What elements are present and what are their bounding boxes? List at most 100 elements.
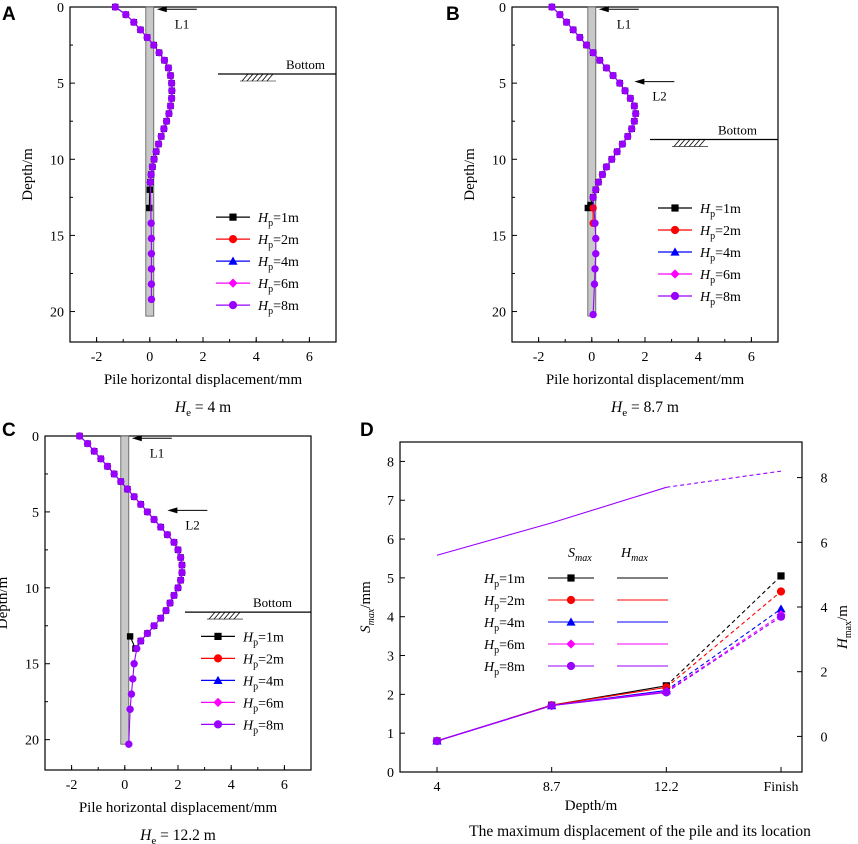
data-point	[111, 3, 119, 11]
data-point	[592, 234, 600, 243]
legend-marker	[228, 235, 238, 244]
data-point	[589, 310, 597, 319]
x-axis-label: Pile horizontal displacement/mm	[79, 800, 278, 816]
legend-marker	[566, 639, 576, 649]
smax-point	[776, 604, 786, 613]
data-point	[616, 79, 624, 87]
anchor-label: L1	[150, 445, 164, 460]
ground-hatch	[228, 611, 236, 620]
ground-hatch	[223, 611, 231, 620]
data-point	[147, 219, 155, 227]
hmax-line-dashed	[666, 470, 782, 488]
legend-marker	[228, 256, 238, 265]
legend-marker	[213, 675, 223, 684]
x-axis-label: Pile horizontal displacement/mm	[104, 372, 303, 388]
data-point	[626, 94, 635, 103]
ground-hatch	[683, 139, 691, 147]
data-point	[157, 523, 165, 531]
data-point	[166, 102, 175, 110]
ground-hatch	[251, 73, 259, 82]
y-tick-label-left: 2	[387, 688, 394, 703]
data-point	[122, 10, 130, 19]
data-point	[155, 48, 163, 57]
smax-point	[432, 736, 442, 746]
y-tick-label: 10	[25, 582, 39, 597]
panel-caption: He = 8.7 m	[610, 399, 679, 419]
ground-hatch	[673, 139, 681, 147]
y-tick-label: 15	[492, 229, 506, 244]
data-point	[592, 249, 600, 258]
data-point	[150, 515, 158, 524]
ground-hatch	[688, 139, 696, 147]
y-tick-label-left: 5	[387, 572, 394, 587]
data-point	[126, 705, 134, 713]
pile-body	[120, 435, 130, 745]
legend-label: Hp=1m	[257, 211, 299, 229]
ground-hatch	[233, 611, 241, 620]
data-point	[178, 568, 186, 577]
excavation-bottom-label: Bottom	[253, 595, 292, 610]
data-point	[582, 41, 591, 49]
smax-line-dashed	[665, 575, 782, 687]
data-point	[594, 178, 603, 186]
data-point	[569, 26, 577, 34]
data-point	[576, 33, 584, 42]
y-axis-label-left: Smax/mm	[358, 581, 377, 633]
data-point	[97, 455, 105, 463]
data-point	[147, 249, 156, 258]
smax-line	[436, 691, 667, 742]
anchor-arrow-head	[167, 507, 178, 514]
legend-marker	[566, 617, 576, 626]
legend-header-smax: Smax	[568, 546, 592, 564]
panel-a: -2 0 2 4 6 0 5 10 15 20 Pile horizontal displaceme…	[20, 1, 337, 419]
anchor-label: L2	[185, 517, 199, 532]
excavation-bottom-label: Bottom	[718, 122, 757, 137]
data-point	[556, 10, 564, 19]
data-point	[143, 629, 152, 638]
data-point	[137, 500, 145, 509]
legend-label: Hp=4m	[483, 616, 525, 634]
legend-marker	[670, 269, 680, 279]
data-point	[126, 633, 134, 640]
x-tick-label: 6	[748, 350, 755, 365]
data-point	[147, 295, 156, 304]
data-point	[154, 140, 163, 148]
y-tick-label: 5	[32, 506, 39, 521]
y-tick-label-right: 8	[821, 472, 828, 487]
y-axis-label: Depth/m	[20, 148, 36, 201]
panel-letter-c: C	[2, 420, 16, 441]
legend-label: Hp=2m	[242, 652, 284, 670]
data-point	[130, 493, 138, 501]
data-point	[628, 125, 636, 133]
smax-line-dashed	[666, 614, 782, 693]
smax-point	[776, 587, 786, 596]
legend-label: Hp=8m	[699, 290, 741, 308]
data-point	[596, 56, 604, 64]
data-point	[150, 155, 158, 163]
data-point	[90, 447, 98, 455]
data-point	[125, 740, 133, 748]
panel-c: -2 0 2 4 6 0 5 10 15 20 Pile horizontal displaceme…	[0, 430, 312, 844]
data-point	[162, 117, 171, 125]
data-point	[167, 79, 176, 87]
x-tick-label: 4	[228, 778, 235, 793]
data-point	[117, 477, 125, 486]
legend-label: Hp=4m	[699, 246, 741, 264]
data-point	[602, 64, 611, 72]
legend-label: Hp=6m	[699, 268, 741, 286]
x-tick-label: 6	[281, 778, 288, 793]
series-line	[79, 435, 183, 650]
y-tick-label-left: 4	[387, 611, 394, 626]
x-tick-label: 8.7	[543, 780, 561, 795]
data-point	[143, 33, 151, 42]
legend-label: Hp=2m	[483, 594, 525, 612]
x-tick-label: 0	[146, 350, 153, 365]
legend-marker	[566, 661, 576, 671]
data-point	[167, 94, 176, 103]
smax-point	[547, 701, 556, 710]
legend-marker	[228, 301, 238, 310]
legend-marker	[671, 204, 679, 212]
data-point	[176, 553, 185, 562]
data-point	[130, 18, 138, 26]
ground-hatch	[241, 73, 249, 82]
